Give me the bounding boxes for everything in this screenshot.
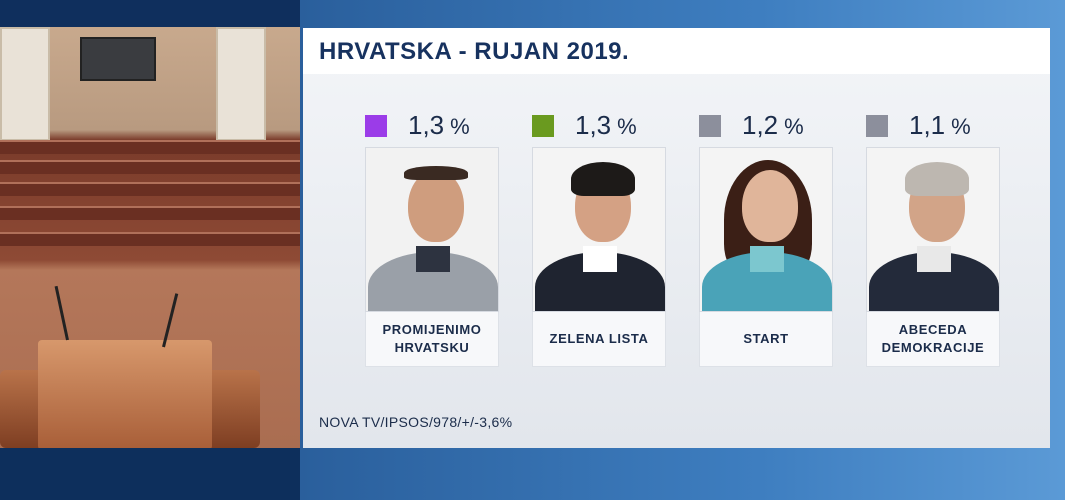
seat-row: [0, 140, 300, 154]
unit-label: %: [951, 114, 971, 139]
percentage-value: 1,3%: [575, 110, 637, 141]
percentage-value: 1,2%: [742, 110, 804, 141]
candidate-portrait: [866, 147, 1000, 312]
value-label: 1,3: [408, 110, 445, 140]
unit-label: %: [784, 114, 804, 139]
percentage-value: 1,1%: [909, 110, 971, 141]
poll-panel: HRVATSKA - RUJAN 2019. 1,3% PROMIJENIMO …: [303, 28, 1050, 448]
unit-label: %: [450, 114, 470, 139]
floor-strip: [0, 448, 300, 500]
value-label: 1,2: [742, 110, 779, 140]
microphone: [54, 285, 69, 341]
wall-screen: [80, 37, 156, 81]
candidate-portrait: [532, 147, 666, 312]
wall-panel: [0, 27, 50, 141]
poll-source: NOVA TV/IPSOS/978/+/-3,6%: [319, 414, 513, 430]
value-label: 1,1: [909, 110, 946, 140]
party-color-swatch: [866, 115, 888, 137]
candidate-portrait: [699, 147, 833, 312]
candidate-portrait: [365, 147, 499, 312]
party-name: ABECEDA DEMOKRACIJE: [881, 322, 985, 355]
title-bar: HRVATSKA - RUJAN 2019.: [303, 28, 1050, 74]
value-label: 1,3: [575, 110, 612, 140]
wall-panel: [216, 27, 266, 141]
party-name: ZELENA LISTA: [549, 331, 649, 346]
parliament-photo: [0, 0, 300, 500]
party-label-box: PROMIJENIMO HRVATSKU: [365, 312, 499, 367]
party-label-box: START: [699, 312, 833, 367]
percentage-value: 1,3%: [408, 110, 470, 141]
unit-label: %: [617, 114, 637, 139]
party-label-box: ZELENA LISTA: [532, 312, 666, 367]
party-color-swatch: [532, 115, 554, 137]
party-label-box: ABECEDA DEMOKRACIJE: [866, 312, 1000, 367]
page-title: HRVATSKA - RUJAN 2019.: [319, 38, 630, 65]
party-name: PROMIJENIMO HRVATSKU: [382, 322, 482, 355]
party-name: START: [743, 331, 789, 346]
party-color-swatch: [365, 115, 387, 137]
podium: [38, 340, 212, 450]
party-color-swatch: [699, 115, 721, 137]
seat-row: [0, 182, 300, 196]
seat-row: [0, 232, 300, 246]
seat-row: [0, 206, 300, 220]
seat-row: [0, 160, 300, 174]
